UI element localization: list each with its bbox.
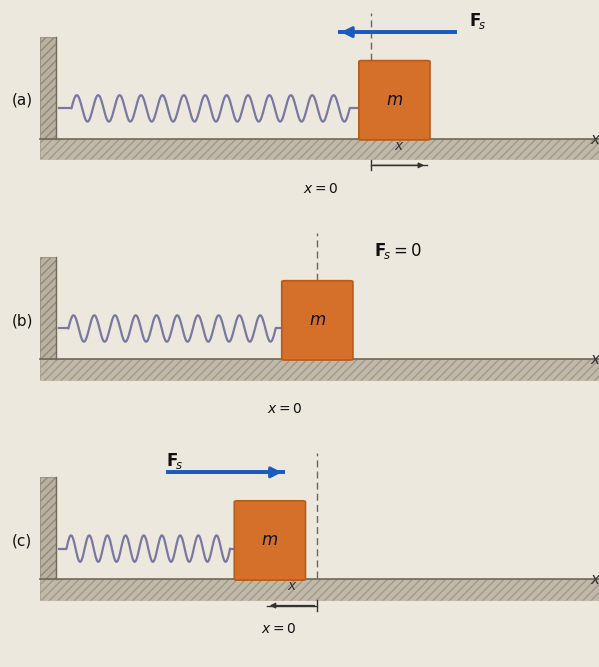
Text: $m$: $m$ — [309, 311, 326, 329]
Text: $m$: $m$ — [261, 532, 279, 550]
Text: $x = 0$: $x = 0$ — [302, 182, 338, 196]
Text: (b): (b) — [12, 313, 34, 328]
Text: (a): (a) — [12, 93, 33, 108]
Bar — [40, 139, 599, 159]
Bar — [40, 257, 56, 359]
FancyBboxPatch shape — [282, 281, 353, 360]
Bar — [40, 478, 56, 579]
FancyBboxPatch shape — [234, 501, 305, 580]
Text: $x = 0$: $x = 0$ — [267, 402, 302, 416]
Text: $x$: $x$ — [590, 352, 599, 367]
Text: $x$: $x$ — [590, 572, 599, 587]
Text: $x$: $x$ — [590, 131, 599, 147]
Text: $x$: $x$ — [394, 139, 404, 153]
Bar — [40, 360, 599, 380]
Bar — [40, 257, 56, 359]
Text: $\mathbf{F}_{\!\mathit{s}} = 0$: $\mathbf{F}_{\!\mathit{s}} = 0$ — [374, 241, 422, 261]
Text: $x$: $x$ — [287, 580, 298, 594]
Text: $x = 0$: $x = 0$ — [261, 622, 297, 636]
Bar — [40, 478, 56, 579]
Bar — [40, 360, 599, 380]
Text: (c): (c) — [12, 533, 32, 548]
Bar — [40, 139, 599, 159]
Text: $m$: $m$ — [386, 91, 403, 109]
Bar — [40, 580, 599, 600]
FancyBboxPatch shape — [359, 61, 430, 140]
Bar — [40, 37, 56, 139]
Bar — [40, 37, 56, 139]
Bar — [40, 580, 599, 600]
Text: $\mathbf{F}_{\!\mathit{s}}$: $\mathbf{F}_{\!\mathit{s}}$ — [166, 451, 183, 471]
Text: $\mathbf{F}_{\!\mathit{s}}$: $\mathbf{F}_{\!\mathit{s}}$ — [468, 11, 486, 31]
